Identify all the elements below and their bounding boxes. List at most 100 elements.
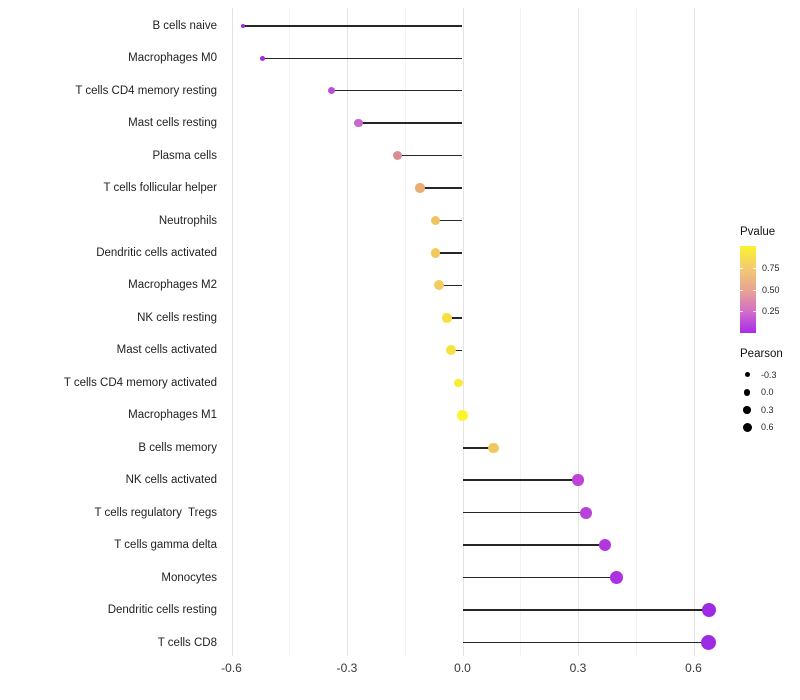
pearson-legend-item: 0.6 bbox=[740, 419, 783, 437]
pearson-legend-label: 0.0 bbox=[761, 387, 774, 398]
lollipop-stem bbox=[462, 447, 494, 449]
x-axis-tick-label: 0.3 bbox=[569, 661, 587, 675]
lollipop-stem bbox=[462, 544, 605, 546]
colorbar-tick-label: 0.50 bbox=[762, 284, 780, 295]
lollipop-dot bbox=[579, 506, 592, 519]
y-axis-label: Plasma cells bbox=[152, 149, 217, 162]
lollipop-dot bbox=[442, 313, 452, 323]
pearson-legend-dot bbox=[744, 372, 750, 378]
pearson-legend: Pearson -0.3 0.0 0.3 0.6 bbox=[740, 348, 783, 436]
pearson-legend-item: -0.3 bbox=[740, 366, 783, 384]
lollipop-stem bbox=[262, 57, 463, 59]
y-axis-label: Monocytes bbox=[161, 571, 217, 584]
x-gridline-major bbox=[693, 8, 695, 656]
lollipop-stem bbox=[462, 609, 709, 611]
y-axis-label: NK cells resting bbox=[137, 311, 217, 324]
lollipop-dot bbox=[327, 86, 336, 95]
x-gridline-major bbox=[347, 8, 348, 656]
y-axis-label: B cells naive bbox=[152, 19, 217, 32]
pearson-size-items: -0.3 0.0 0.3 0.6 bbox=[740, 366, 783, 436]
lollipop-dot bbox=[259, 55, 266, 61]
lollipop-dot bbox=[430, 248, 441, 258]
y-axis-label: Dendritic cells activated bbox=[96, 247, 217, 260]
lollipop-stem bbox=[435, 219, 463, 222]
pearson-legend-dot bbox=[742, 422, 752, 432]
lollipop-stem bbox=[358, 122, 463, 124]
y-axis-label: T cells CD4 memory resting bbox=[75, 84, 217, 97]
pearson-legend-item: 0.3 bbox=[740, 401, 783, 419]
x-gridline-minor bbox=[520, 8, 522, 656]
colorbar-tick bbox=[753, 311, 756, 313]
x-gridline-minor bbox=[289, 8, 291, 656]
pvalue-colorbar: 0.75 0.50 0.25 bbox=[740, 246, 780, 333]
pearson-legend-label: 0.3 bbox=[761, 404, 774, 415]
y-axis-label: Dendritic cells resting bbox=[107, 604, 217, 617]
lollipop-dot bbox=[610, 571, 623, 585]
colorbar-tick bbox=[740, 289, 743, 291]
y-axis-label: Mast cells activated bbox=[116, 344, 217, 357]
lollipop-stem bbox=[397, 154, 463, 157]
lollipop-stem bbox=[435, 252, 463, 254]
y-axis-label: Mast cells resting bbox=[128, 117, 217, 130]
y-axis-label: B cells memory bbox=[138, 441, 217, 454]
pearson-legend-title: Pearson bbox=[740, 348, 783, 360]
lollipop-dot bbox=[454, 378, 463, 388]
lollipop-dot bbox=[354, 118, 363, 128]
colorbar-tick bbox=[740, 267, 743, 269]
y-axis-label: Macrophages M2 bbox=[128, 279, 217, 292]
pearson-legend-dot bbox=[743, 406, 751, 414]
lollipop-stem bbox=[462, 511, 586, 514]
y-axis-label: T cells follicular helper bbox=[103, 182, 217, 195]
x-gridline-major bbox=[462, 8, 464, 656]
lollipop-stem bbox=[243, 25, 463, 27]
y-axis-label: T cells regulatory Tregs bbox=[94, 506, 217, 519]
x-gridline-major bbox=[578, 8, 579, 656]
x-axis-tick-label: 0.0 bbox=[454, 661, 471, 675]
colorbar-tick bbox=[753, 267, 756, 269]
lollipop-dot bbox=[701, 635, 717, 651]
lollipop-stem bbox=[331, 89, 463, 92]
pearson-legend-label: -0.3 bbox=[761, 369, 777, 380]
x-gridline-major bbox=[231, 8, 233, 656]
y-axis-label: Macrophages M1 bbox=[128, 409, 217, 422]
pearson-legend-dot-box bbox=[740, 389, 754, 396]
y-axis-label: T cells CD8 bbox=[157, 636, 217, 649]
x-axis-tick-label: -0.6 bbox=[221, 661, 242, 675]
pearson-legend-dot-box bbox=[740, 422, 754, 432]
lollipop-stem bbox=[439, 284, 463, 287]
lollipop-dot bbox=[434, 280, 445, 291]
lollipop-dot bbox=[701, 602, 717, 618]
lollipop-stem bbox=[462, 479, 578, 481]
x-axis-tick-label: 0.6 bbox=[685, 661, 702, 675]
lollipop-dot bbox=[445, 345, 456, 356]
x-axis-tick-label: -0.3 bbox=[336, 661, 358, 675]
colorbar-tick-label: 0.75 bbox=[762, 262, 780, 273]
colorbar-tick bbox=[740, 311, 743, 313]
x-gridline-minor bbox=[404, 8, 406, 656]
colorbar-tick bbox=[753, 289, 756, 291]
pvalue-legend-title: Pvalue bbox=[740, 226, 776, 238]
pearson-legend-dot bbox=[743, 389, 751, 396]
y-axis-label: T cells gamma delta bbox=[114, 539, 217, 552]
pvalue-legend: Pvalue 0.75 0.50 0.25 bbox=[740, 226, 780, 333]
y-axis-label: Neutrophils bbox=[158, 214, 217, 227]
lollipop-dot bbox=[415, 183, 425, 193]
lollipop-dot bbox=[488, 442, 499, 454]
lollipop-dot bbox=[392, 151, 402, 161]
pearson-legend-label: 0.6 bbox=[761, 422, 774, 433]
lollipop-dot bbox=[457, 410, 468, 421]
y-axis-label: T cells CD4 memory activated bbox=[63, 376, 217, 389]
x-gridline-minor bbox=[635, 8, 637, 656]
lollipop-dot bbox=[598, 538, 612, 552]
pearson-legend-dot-box bbox=[740, 406, 754, 414]
lollipop-stem bbox=[462, 641, 709, 644]
lollipop-stem bbox=[420, 187, 463, 189]
pearson-legend-dot-box bbox=[740, 372, 754, 378]
colorbar-tick-label: 0.25 bbox=[762, 306, 780, 317]
y-axis-label: Macrophages M0 bbox=[128, 52, 217, 65]
pearson-legend-item: 0.0 bbox=[740, 384, 783, 402]
lollipop-dot bbox=[241, 23, 246, 28]
y-axis-label: NK cells activated bbox=[125, 474, 217, 487]
lollipop-dot bbox=[572, 474, 584, 486]
